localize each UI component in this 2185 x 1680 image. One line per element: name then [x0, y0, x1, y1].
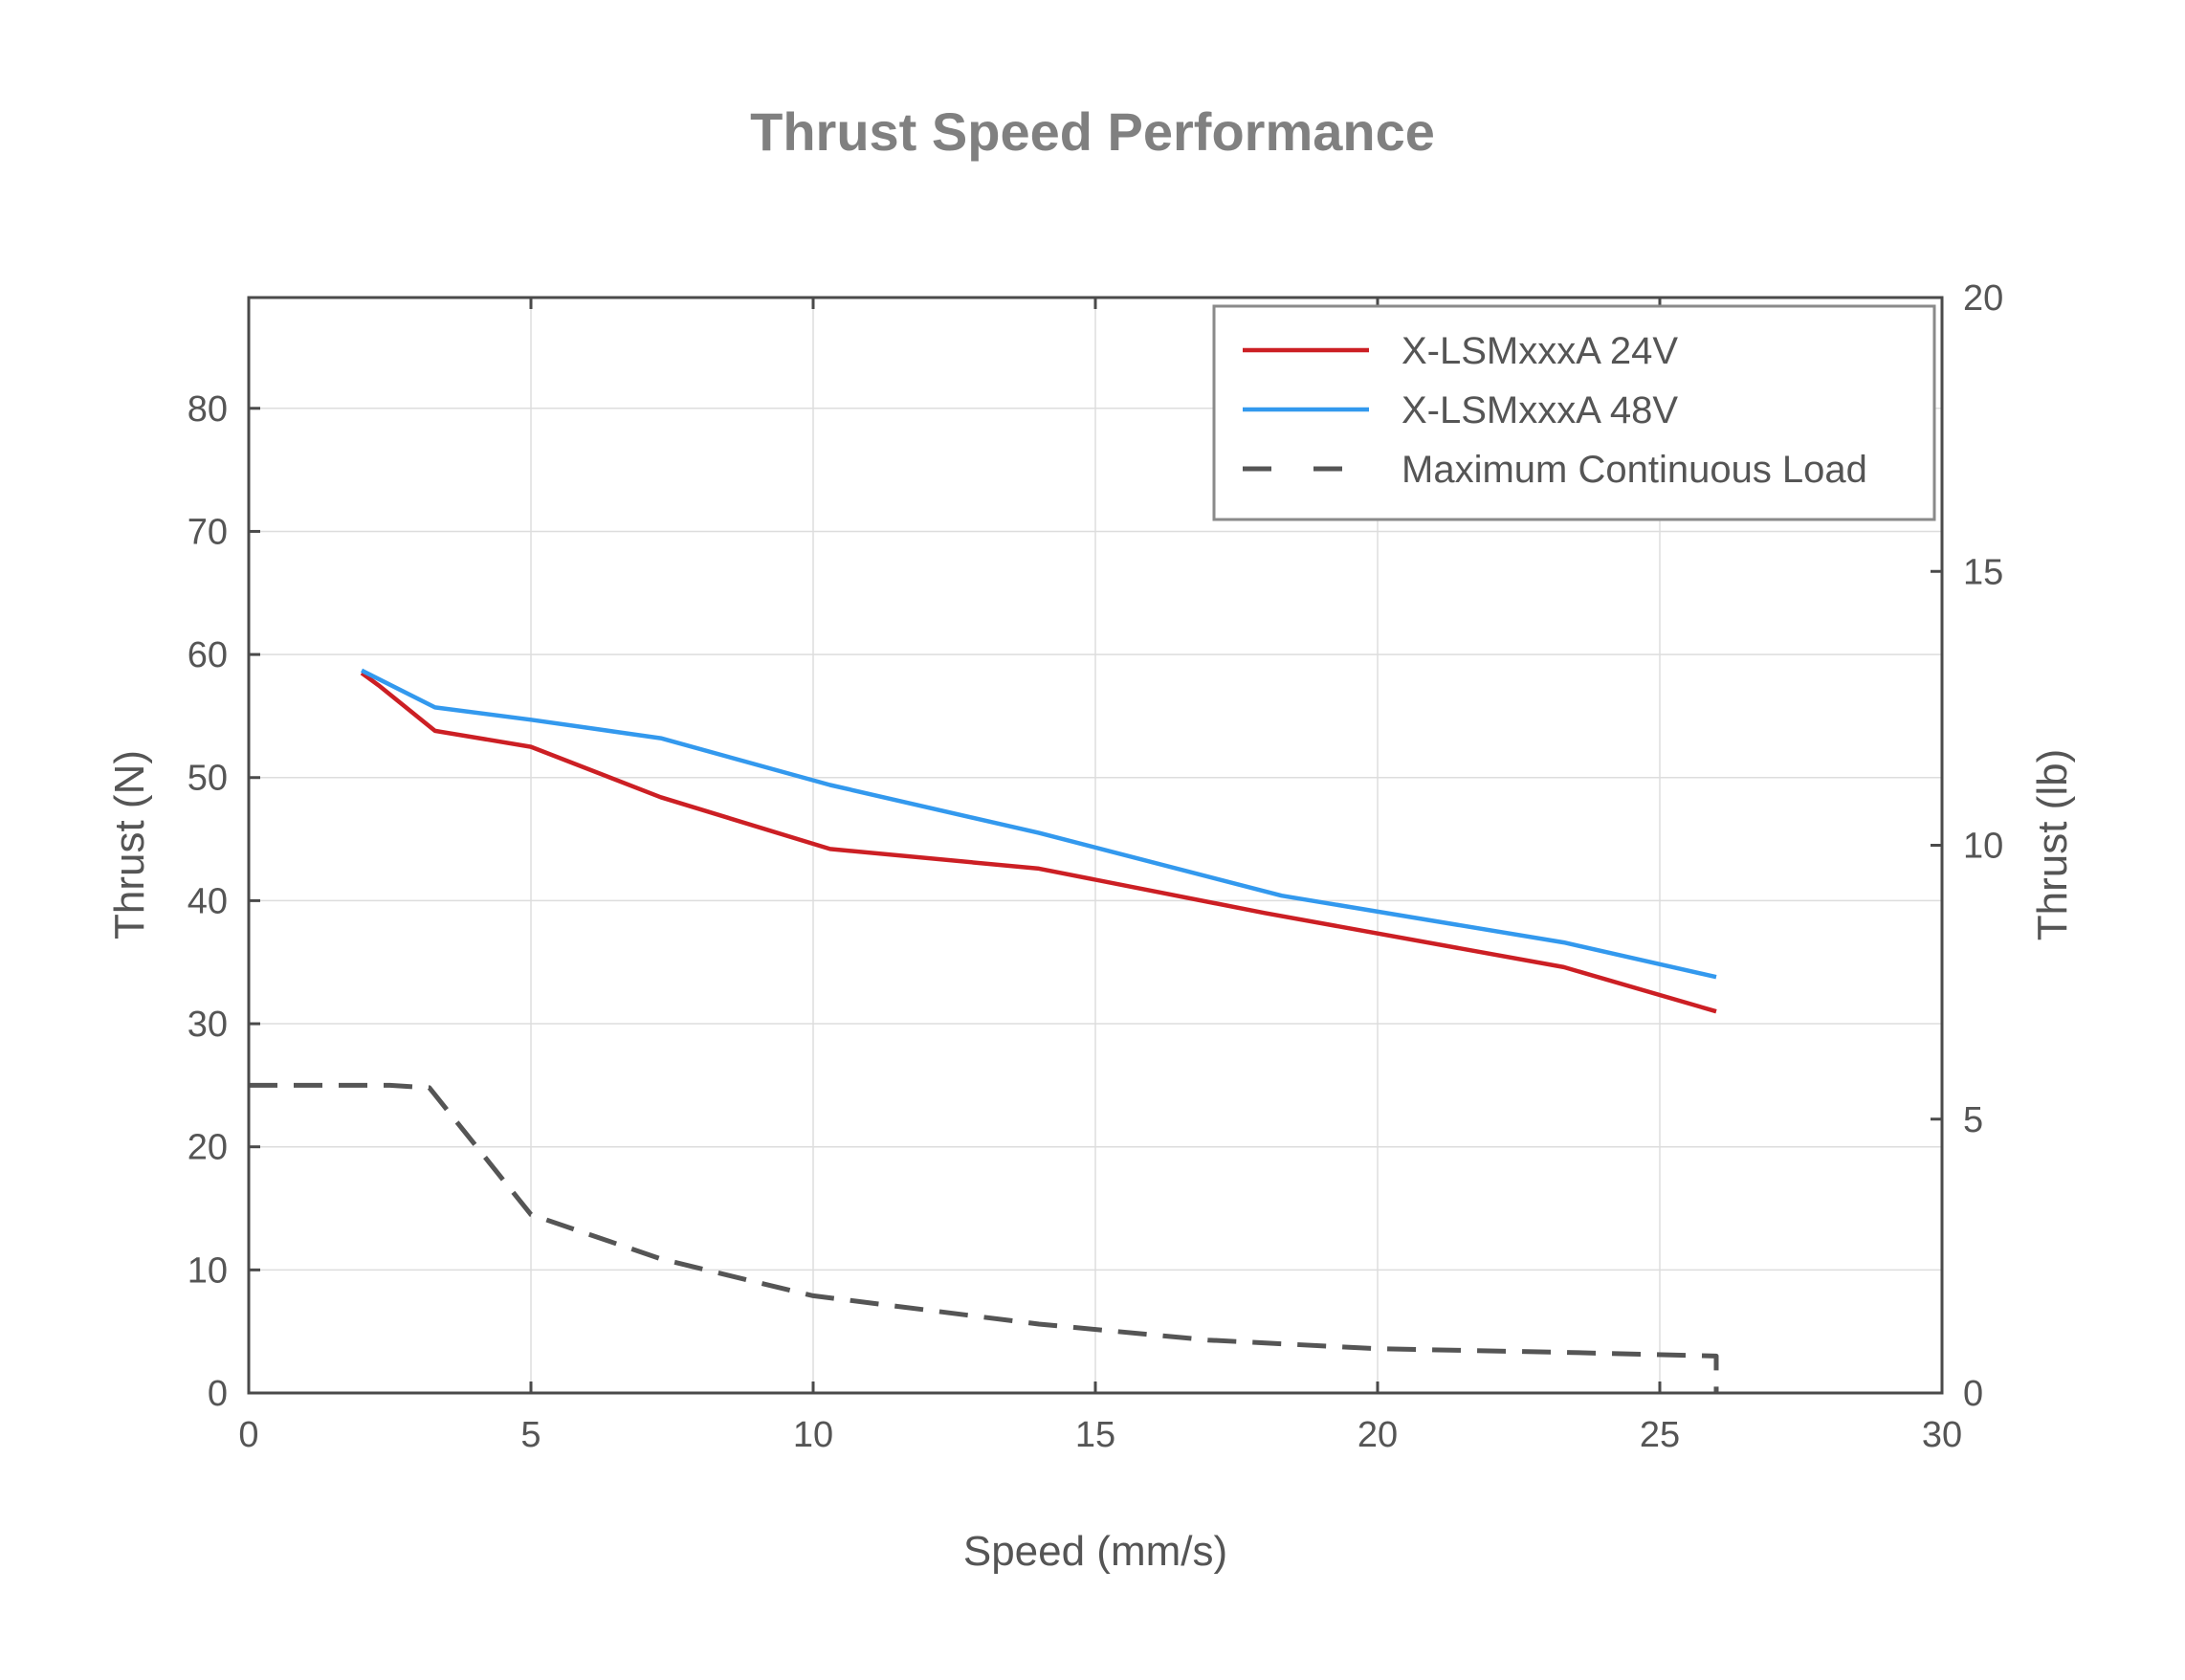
y-tick-label: 60	[188, 635, 228, 675]
series-lines	[249, 668, 1719, 1393]
x-tick-label: 0	[238, 1415, 258, 1455]
series-line-2	[360, 668, 1717, 980]
y-tick-label: 30	[188, 1005, 228, 1045]
y-tick-label: 40	[188, 881, 228, 921]
y-tick-label: 10	[188, 1250, 228, 1291]
x-tick-label: 10	[793, 1415, 833, 1455]
legend: X-LSMxxxA 24V X-LSMxxxA 48V Maximum Contin…	[1212, 304, 1936, 521]
y-tick-label: 0	[208, 1374, 228, 1414]
y-tick-label: 20	[188, 1128, 228, 1168]
y-tick-label: 50	[188, 759, 228, 799]
y2-axis-label: Thrust (lb)	[2029, 749, 2076, 940]
chart-title: Thrust Speed Performance	[750, 101, 1435, 162]
y2-tick-label: 5	[1963, 1100, 1983, 1140]
y2-tick-label: 20	[1963, 278, 2003, 319]
x-tick-label: 5	[520, 1415, 541, 1455]
y2-tick-label: 0	[1963, 1374, 1983, 1414]
x-tick-label: 30	[1922, 1415, 1962, 1455]
y-tick-label: 80	[188, 389, 228, 430]
x-tick-label: 20	[1357, 1415, 1398, 1455]
x-tick-label: 15	[1075, 1415, 1115, 1455]
y-tick-label: 70	[188, 512, 228, 552]
y2-tick-label: 15	[1963, 552, 2003, 592]
y-axis-label: Thrust (N)	[106, 750, 153, 939]
legend-label-2: X-LSMxxxA 48V	[1401, 389, 1678, 431]
legend-label-3: Maximum Continuous Load	[1401, 449, 1867, 491]
legend-label-1: X-LSMxxxA 24V	[1401, 330, 1678, 372]
x-axis-label: Speed (mm/s)	[963, 1528, 1227, 1575]
legend-box	[1212, 304, 1936, 521]
x-tick-label: 25	[1640, 1415, 1680, 1455]
series-line-3	[249, 1082, 1719, 1393]
series-line-1	[360, 671, 1717, 1014]
y2-tick-label: 10	[1963, 827, 2003, 867]
